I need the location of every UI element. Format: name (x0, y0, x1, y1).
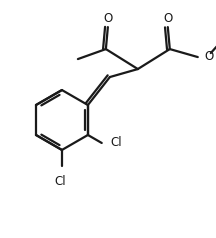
Text: O: O (205, 50, 214, 63)
Text: Cl: Cl (111, 136, 122, 149)
Text: O: O (103, 12, 113, 25)
Text: O: O (163, 12, 172, 25)
Text: Cl: Cl (54, 175, 66, 188)
